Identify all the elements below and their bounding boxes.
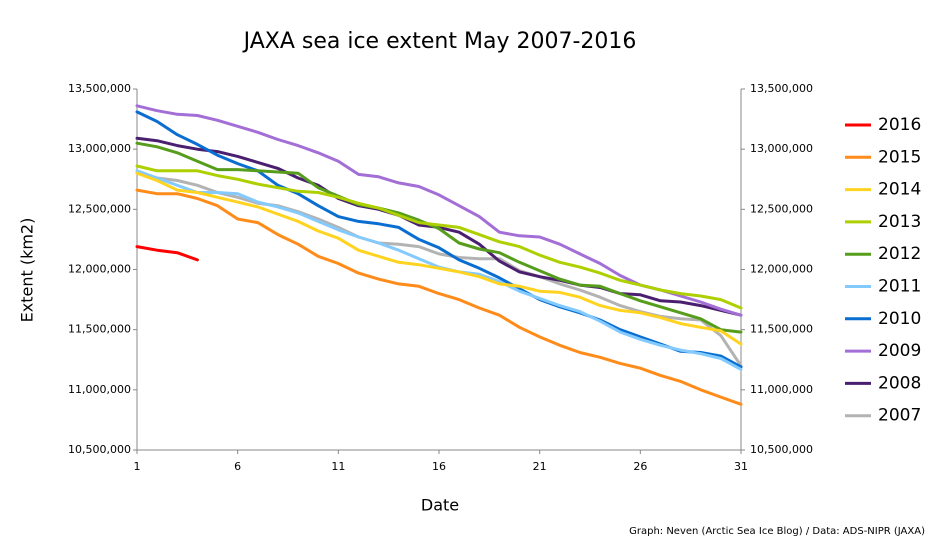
x-tick-label: 16 [432,460,446,473]
y-tick-label: 13,500,000 [68,82,131,95]
legend-text: 2012 [878,244,921,264]
x-axis-title: Date [421,496,459,515]
x-tick-label: 31 [734,460,748,473]
legend-text: 2013 [878,212,921,232]
series-line [135,171,743,346]
y2-tick-label: 12,000,000 [750,263,813,276]
y-tick-label: 10,500,000 [68,443,131,456]
legend-text: 2014 [878,180,921,200]
series-line [135,188,743,406]
series-line [135,245,199,262]
y2-tick-label: 13,500,000 [750,82,813,95]
y2-tick-label: 12,500,000 [750,202,813,215]
series-line [135,141,743,334]
y2-tick-label: 11,500,000 [750,323,813,336]
x-tick-label: 1 [134,460,141,473]
y-tick-label: 12,500,000 [68,202,131,215]
x-tick-label: 6 [234,460,241,473]
legend-text: 2007 [878,406,921,426]
y-axis-title: Extent (km2) [18,218,37,323]
x-tick-label: 26 [633,460,647,473]
y-tick-label: 13,000,000 [68,142,131,155]
legend-text: 2015 [878,147,921,167]
legend-text: 2016 [878,115,921,135]
x-tick-label: 11 [331,460,345,473]
legend-text: 2009 [878,341,921,361]
legend-text: 2010 [878,309,921,329]
y-tick-label: 11,000,000 [68,383,131,396]
y2-tick-label: 11,000,000 [750,383,813,396]
legend-text: 2008 [878,373,921,393]
chart-title: JAXA sea ice extent May 2007-2016 [242,29,637,54]
series-line [135,110,743,369]
x-tick-label: 21 [533,460,547,473]
y2-tick-label: 13,000,000 [750,142,813,155]
footnote: Graph: Neven (Arctic Sea Ice Blog) / Dat… [629,526,925,537]
y-tick-label: 12,000,000 [68,263,131,276]
y2-tick-label: 10,500,000 [750,443,813,456]
series-line [135,164,743,310]
series-line [135,104,743,317]
y-tick-label: 11,500,000 [68,323,131,336]
legend-text: 2011 [878,277,921,297]
